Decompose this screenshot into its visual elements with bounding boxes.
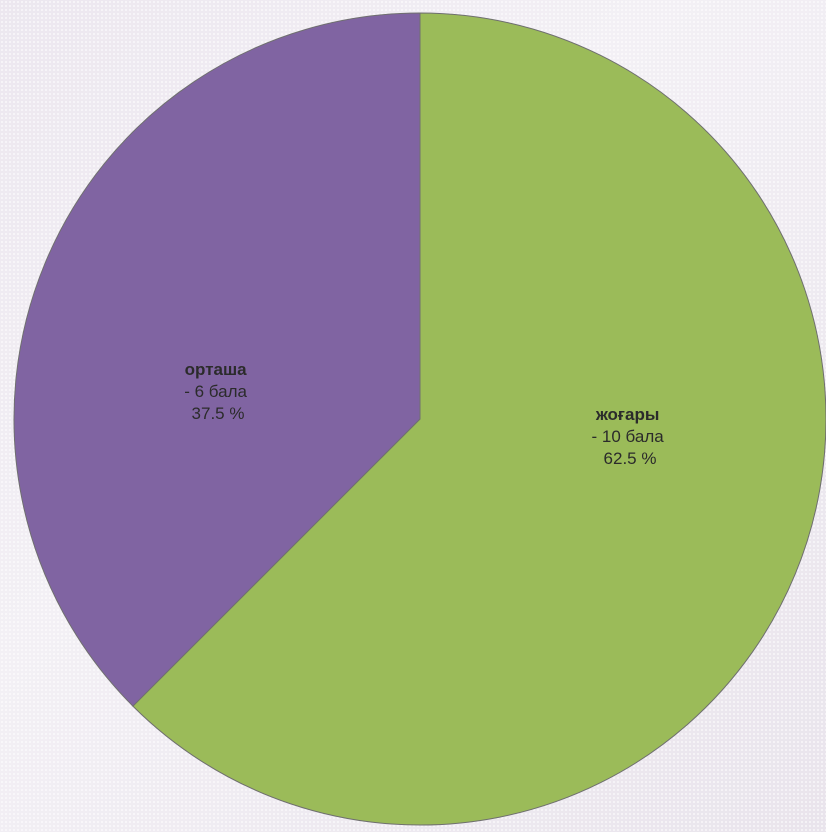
slice-label: жоғары - 10 бала 62.5 % [592,405,669,468]
pie-slice [13,12,421,707]
pie-slice [132,12,826,826]
slice-label: орташа - 6 бала 37.5 % [184,360,251,423]
